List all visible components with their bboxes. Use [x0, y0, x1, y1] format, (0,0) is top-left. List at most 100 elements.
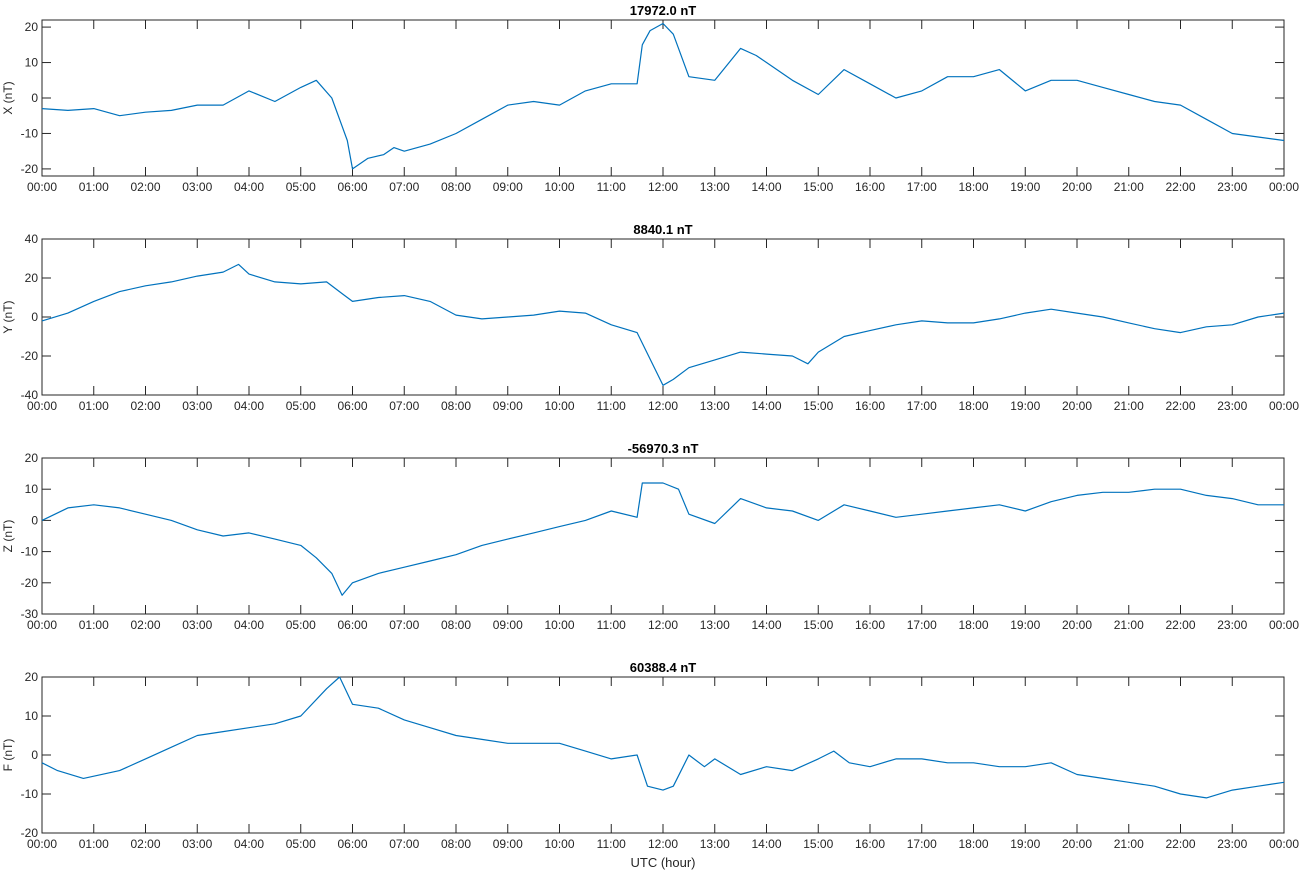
x-tick-label: 07:00: [389, 837, 419, 851]
x-tick-label: 10:00: [544, 399, 574, 413]
x-tick-label: 16:00: [855, 837, 885, 851]
x-tick-label: 08:00: [441, 180, 471, 194]
x-tick-label: 16:00: [855, 618, 885, 632]
axes-box: [41, 19, 1285, 177]
x-tick-label: 09:00: [493, 837, 523, 851]
x-tick-label: 18:00: [958, 180, 988, 194]
x-tick-label: 03:00: [182, 180, 212, 194]
x-tick-label: 17:00: [907, 837, 937, 851]
x-tick-label: 12:00: [648, 399, 678, 413]
series-line: [41, 22, 1285, 170]
x-tick-label: 18:00: [958, 618, 988, 632]
x-tick-label: 14:00: [751, 399, 781, 413]
y-axis-label: Z (nT): [1, 520, 15, 553]
x-tick-label: 21:00: [1114, 180, 1144, 194]
x-tick-label: 15:00: [803, 837, 833, 851]
x-tick-label: 18:00: [958, 399, 988, 413]
x-tick-label: 03:00: [182, 837, 212, 851]
x-tick-label: 05:00: [286, 180, 316, 194]
x-tick-label: 17:00: [907, 399, 937, 413]
panel-title: 8840.1 nT: [633, 222, 692, 237]
x-tick-label: 14:00: [751, 618, 781, 632]
x-tick-label: 20:00: [1062, 180, 1092, 194]
panel-title: 17972.0 nT: [630, 3, 697, 18]
panel-z: -56970.3 nT 00:00 01:00 02:00 03:00 04:00 05:0…: [1, 441, 1299, 632]
series-line: [41, 676, 1285, 799]
x-tick-label: 18:00: [958, 837, 988, 851]
x-tick-label: 20:00: [1062, 399, 1092, 413]
y-axis-label: X (nT): [1, 81, 15, 114]
y-tick-label: -20: [21, 162, 39, 176]
y-tick-label: -30: [21, 607, 39, 621]
x-tick-label: 06:00: [337, 399, 367, 413]
x-tick-label: 03:00: [182, 618, 212, 632]
x-tick-label: 03:00: [182, 399, 212, 413]
y-tick-label: 0: [31, 748, 38, 762]
y-tick-label: 20: [25, 451, 39, 465]
x-tick-label: 17:00: [907, 180, 937, 194]
x-tick-label: 08:00: [441, 837, 471, 851]
x-tick-label: 22:00: [1165, 180, 1195, 194]
x-tick-label: 00:00: [27, 180, 57, 194]
x-tick-label: 00:00: [27, 399, 57, 413]
axes-box: [41, 676, 1285, 834]
panel-title: -56970.3 nT: [628, 441, 699, 456]
y-tick-label: -10: [21, 545, 39, 559]
x-tick-label: 13:00: [700, 180, 730, 194]
x-tick-label: 01:00: [79, 399, 109, 413]
x-tick-label: 15:00: [803, 180, 833, 194]
x-tick-label: 02:00: [130, 180, 160, 194]
x-tick-label: 13:00: [700, 618, 730, 632]
x-axis-label: UTC (hour): [630, 855, 695, 870]
y-axis-label: Y (nT): [1, 300, 15, 333]
x-tick-label: 00:00: [27, 618, 57, 632]
y-tick-label: -40: [21, 388, 39, 402]
x-tick-label: 13:00: [700, 837, 730, 851]
x-tick-label: 16:00: [855, 180, 885, 194]
x-tick-label: 11:00: [597, 180, 626, 194]
x-tick-label: 12:00: [648, 180, 678, 194]
y-tick-label: 0: [31, 91, 38, 105]
x-tick-label: 08:00: [441, 399, 471, 413]
x-tick-label: 14:00: [751, 180, 781, 194]
x-tick-label: 04:00: [234, 837, 264, 851]
x-tick-label: 21:00: [1114, 618, 1144, 632]
axes-box: [41, 457, 1285, 615]
x-tick-label: 10:00: [544, 837, 574, 851]
y-tick-label: -20: [21, 576, 39, 590]
x-tick-label: 17:00: [907, 618, 937, 632]
x-tick-label: 22:00: [1165, 399, 1195, 413]
y-tick-label: 10: [25, 709, 39, 723]
x-tick-label: 01:00: [79, 618, 109, 632]
x-tick-label: 11:00: [597, 618, 626, 632]
x-tick-label: 07:00: [389, 618, 419, 632]
x-tick-label: 09:00: [493, 618, 523, 632]
y-tick-label: 10: [25, 56, 39, 70]
y-tick-label: -20: [21, 826, 39, 840]
x-tick-label: 10:00: [544, 618, 574, 632]
x-tick-label: 20:00: [1062, 837, 1092, 851]
x-tick-label: 04:00: [234, 180, 264, 194]
x-tick-label: 00:00: [1269, 618, 1299, 632]
x-tick-label: 09:00: [493, 399, 523, 413]
y-tick-label: 10: [25, 482, 39, 496]
x-tick-label: 23:00: [1217, 180, 1247, 194]
x-tick-label: 00:00: [1269, 399, 1299, 413]
x-tick-label: 19:00: [1010, 837, 1040, 851]
x-tick-label: 12:00: [648, 837, 678, 851]
x-tick-label: 13:00: [700, 399, 730, 413]
series-line: [41, 263, 1285, 386]
y-tick-label: -10: [21, 787, 39, 801]
x-tick-label: 11:00: [597, 837, 626, 851]
x-tick-label: 19:00: [1010, 180, 1040, 194]
x-tick-label: 23:00: [1217, 618, 1247, 632]
x-tick-label: 02:00: [130, 837, 160, 851]
x-tick-label: 00:00: [1269, 837, 1299, 851]
x-tick-label: 07:00: [389, 399, 419, 413]
x-tick-label: 22:00: [1165, 837, 1195, 851]
x-tick-label: 01:00: [79, 180, 109, 194]
x-tick-label: 06:00: [337, 180, 367, 194]
x-tick-label: 06:00: [337, 837, 367, 851]
y-tick-label: 20: [25, 271, 39, 285]
x-tick-label: 16:00: [855, 399, 885, 413]
